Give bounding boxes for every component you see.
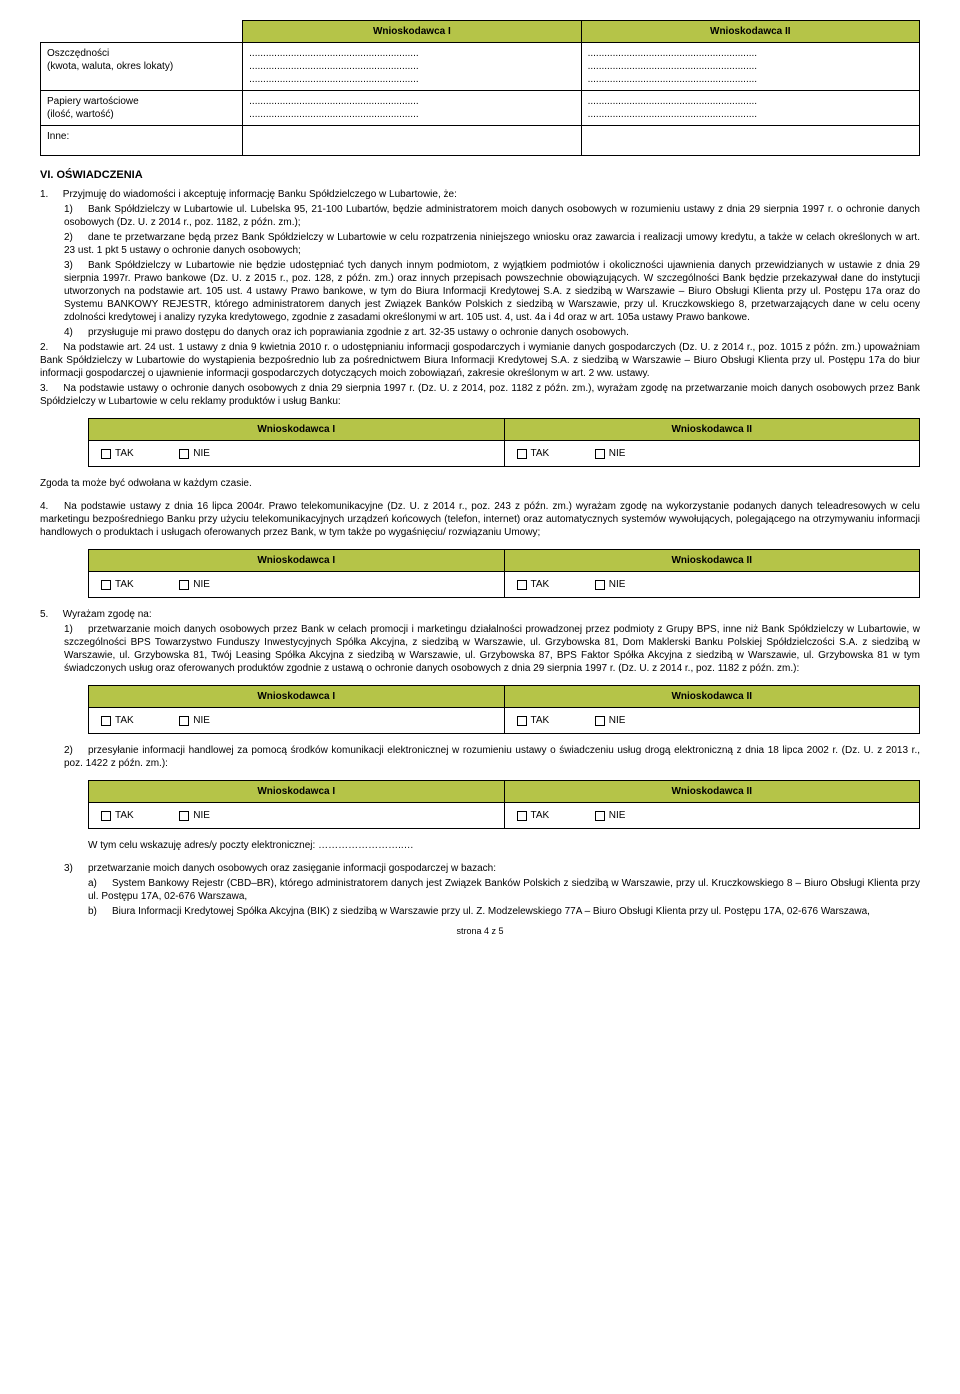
consent-table-3: Wnioskodawca I Wnioskodawca II TAK NIE T… — [88, 418, 920, 467]
tak-label: TAK — [531, 715, 550, 726]
checkbox-nie[interactable] — [595, 811, 605, 821]
p3: Na podstawie ustawy o ochronie danych os… — [40, 383, 920, 407]
consent-table-5-1: Wnioskodawca I Wnioskodawca II TAK NIE T… — [88, 685, 920, 734]
p1-4: przysługuje mi prawo dostępu do danych o… — [88, 327, 629, 338]
checkbox-nie[interactable] — [595, 580, 605, 590]
p1-2: dane te przetwarzane będą przez Bank Spó… — [64, 232, 920, 256]
zgoda-note: Zgoda ta może być odwołana w każdym czas… — [40, 477, 920, 490]
consent-hdr-1: Wnioskodawca I — [89, 781, 505, 803]
row-label: Papiery wartościowe — [47, 96, 139, 107]
list-number: 4) — [64, 326, 88, 339]
list-number: 2. — [40, 341, 60, 354]
checkbox-nie[interactable] — [595, 449, 605, 459]
tak-label: TAK — [531, 810, 550, 821]
nie-label: NIE — [193, 715, 210, 726]
checkbox-tak[interactable] — [101, 449, 111, 459]
list-number: 5. — [40, 608, 60, 621]
checkbox-nie[interactable] — [179, 811, 189, 821]
cell-input[interactable]: ........................................… — [581, 91, 919, 126]
consent-hdr-2: Wnioskodawca II — [504, 550, 920, 572]
nie-label: NIE — [609, 810, 626, 821]
col-header-2: Wnioskodawca II — [581, 21, 919, 43]
nie-label: NIE — [193, 448, 210, 459]
p5-2: przesyłanie informacji handlowej za pomo… — [64, 745, 920, 769]
table-row: Oszczędności (kwota, waluta, okres lokat… — [41, 43, 920, 91]
consent-hdr-2: Wnioskodawca II — [504, 419, 920, 441]
page-footer: strona 4 z 5 — [40, 926, 920, 938]
table-row: Inne: — [41, 126, 920, 156]
cell-input[interactable]: ........................................… — [243, 91, 581, 126]
checkbox-tak[interactable] — [517, 716, 527, 726]
cell-input[interactable]: ........................................… — [243, 43, 581, 91]
row-sublabel: (ilość, wartość) — [47, 109, 114, 120]
list-number: 4. — [40, 500, 60, 513]
consent-hdr-1: Wnioskodawca I — [89, 419, 505, 441]
list-number: 1) — [64, 203, 88, 216]
checkbox-tak[interactable] — [517, 811, 527, 821]
tak-label: TAK — [115, 579, 134, 590]
consent-table-5-2: Wnioskodawca I Wnioskodawca II TAK NIE T… — [88, 780, 920, 829]
nie-label: NIE — [609, 579, 626, 590]
table-row: Papiery wartościowe (ilość, wartość) ...… — [41, 91, 920, 126]
list-number: a) — [88, 877, 112, 890]
p5-1: przetwarzanie moich danych osobowych prz… — [64, 624, 920, 674]
consent-table-4: Wnioskodawca I Wnioskodawca II TAK NIE T… — [88, 549, 920, 598]
list-number: 2) — [64, 744, 88, 757]
tak-label: TAK — [531, 579, 550, 590]
checkbox-tak[interactable] — [101, 811, 111, 821]
checkbox-nie[interactable] — [179, 449, 189, 459]
list-number: 2) — [64, 231, 88, 244]
tak-label: TAK — [115, 448, 134, 459]
tak-label: TAK — [531, 448, 550, 459]
tak-label: TAK — [115, 810, 134, 821]
consent-hdr-1: Wnioskodawca I — [89, 686, 505, 708]
checkbox-tak[interactable] — [517, 580, 527, 590]
list-number: b) — [88, 905, 112, 918]
tak-label: TAK — [115, 715, 134, 726]
cell-input[interactable]: ........................................… — [581, 43, 919, 91]
p1-1: Bank Spółdzielczy w Lubartowie ul. Lubel… — [64, 204, 920, 228]
cell-input[interactable] — [581, 126, 919, 156]
row-label: Inne: — [41, 126, 243, 156]
checkbox-tak[interactable] — [101, 716, 111, 726]
nie-label: NIE — [193, 579, 210, 590]
consent-hdr-2: Wnioskodawca II — [504, 686, 920, 708]
row-label: Oszczędności — [47, 48, 109, 59]
cell-input[interactable] — [243, 126, 581, 156]
consent-hdr-1: Wnioskodawca I — [89, 550, 505, 572]
col-header-1: Wnioskodawca I — [243, 21, 581, 43]
list-number: 1. — [40, 188, 60, 201]
p5-3b: Biura Informacji Kredytowej Spółka Akcyj… — [112, 906, 870, 917]
checkbox-nie[interactable] — [179, 580, 189, 590]
p4: Na podstawie ustawy z dnia 16 lipca 2004… — [40, 501, 920, 538]
section-vi-title: VI. OŚWIADCZENIA — [40, 168, 920, 182]
nie-label: NIE — [193, 810, 210, 821]
checkbox-tak[interactable] — [517, 449, 527, 459]
checkbox-tak[interactable] — [101, 580, 111, 590]
nie-label: NIE — [609, 448, 626, 459]
p1-3: Bank Spółdzielczy w Lubartowie nie będzi… — [64, 260, 920, 323]
list-number: 1) — [64, 623, 88, 636]
consent-hdr-2: Wnioskodawca II — [504, 781, 920, 803]
nie-label: NIE — [609, 715, 626, 726]
checkbox-nie[interactable] — [595, 716, 605, 726]
list-number: 3) — [64, 259, 88, 272]
list-number: 3) — [64, 862, 88, 875]
checkbox-nie[interactable] — [179, 716, 189, 726]
email-note: W tym celu wskazuję adres/y poczty elekt… — [40, 839, 920, 852]
p1-intro: Przyjmuję do wiadomości i akceptuję info… — [63, 189, 457, 200]
p5-intro: Wyrażam zgodę na: — [63, 609, 152, 620]
savings-table: Wnioskodawca I Wnioskodawca II Oszczędno… — [40, 20, 920, 156]
p5-3-intro: przetwarzanie moich danych osobowych ora… — [88, 863, 496, 874]
p2: Na podstawie art. 24 ust. 1 ustawy z dni… — [40, 342, 920, 379]
p5-3a: System Bankowy Rejestr (CBD–BR), którego… — [88, 878, 920, 902]
row-sublabel: (kwota, waluta, okres lokaty) — [47, 61, 173, 72]
list-number: 3. — [40, 382, 60, 395]
